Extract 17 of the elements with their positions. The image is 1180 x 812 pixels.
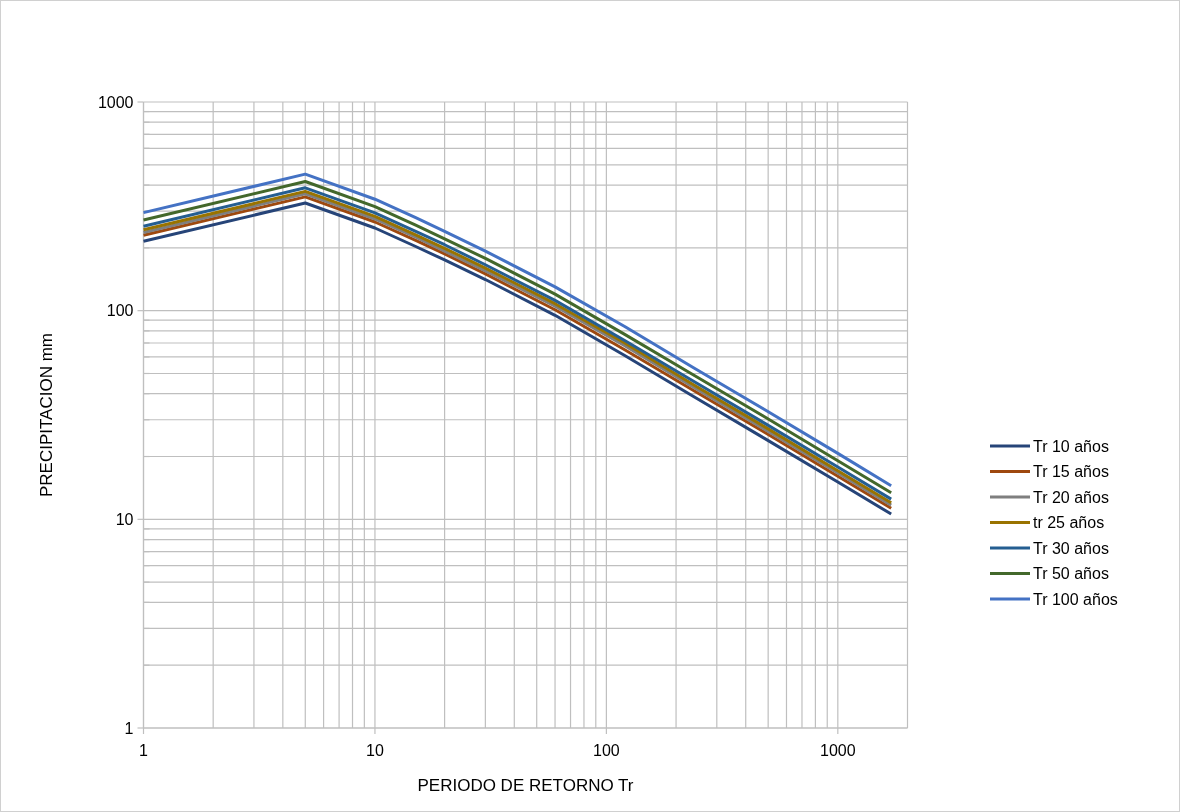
legend-label: Tr 10 años — [1033, 437, 1109, 455]
x-tick-label: 10 — [366, 742, 384, 759]
legend-label: tr 25 años — [1033, 514, 1105, 532]
y-tick-label: 100 — [106, 302, 134, 320]
legend-label: Tr 30 años — [1033, 539, 1109, 557]
x-tick-label: 1000 — [820, 742, 856, 759]
x-tick-label: 100 — [593, 742, 620, 759]
legend-label: Tr 50 años — [1033, 565, 1109, 583]
x-tick-label: 1 — [139, 742, 149, 759]
x-axis-title: PERIODO DE RETORNO Tr — [417, 776, 634, 795]
y-tick-label: 10 — [115, 510, 134, 528]
legend-label: Tr 20 años — [1033, 488, 1109, 506]
y-tick-label: 1000 — [97, 93, 134, 111]
legend-label: Tr 15 años — [1033, 463, 1109, 481]
legend-label: Tr 100 años — [1033, 590, 1118, 608]
y-tick-label: 1 — [124, 719, 134, 737]
y-axis-title: PRECIPITACION mm — [37, 332, 56, 498]
